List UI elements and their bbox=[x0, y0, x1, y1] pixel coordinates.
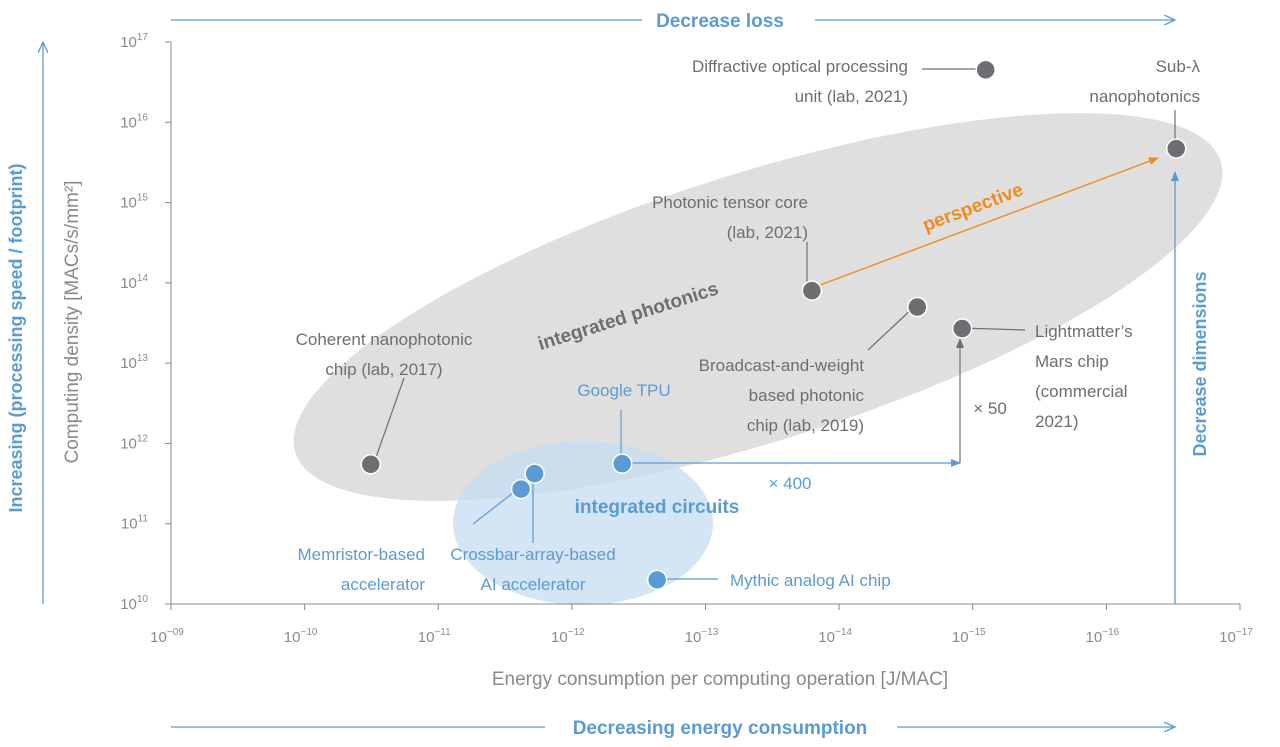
data-point-label: Photonic tensor core (lab, 2021) bbox=[652, 193, 808, 242]
right-arrow-label: Decrease dimensions bbox=[1190, 271, 1210, 456]
region-label-integrated-circuits: integrated circuits bbox=[575, 497, 740, 518]
y-tick-label: 1012 bbox=[120, 433, 148, 452]
x-tick-label: 10−14 bbox=[818, 627, 852, 646]
y-tick-label: 1014 bbox=[120, 273, 148, 292]
x-tick-label: 10−15 bbox=[952, 627, 986, 646]
data-point bbox=[611, 453, 633, 474]
x-tick-label: 10−13 bbox=[685, 627, 719, 646]
data-point-label: Coherent nanophotonic chip (lab, 2017) bbox=[296, 330, 473, 379]
data-point-label: Mythic analog AI chip bbox=[730, 571, 891, 590]
x-tick-label: 10−10 bbox=[284, 627, 318, 646]
factor-400-label: × 400 bbox=[768, 474, 811, 493]
data-point bbox=[907, 296, 928, 318]
y-tick-label: 1013 bbox=[120, 353, 148, 372]
x-axis-title: Energy consumption per computing operati… bbox=[492, 669, 948, 690]
y-tick-label: 1015 bbox=[120, 193, 148, 212]
data-point-label: Memristor-based accelerator bbox=[297, 545, 425, 594]
data-point bbox=[524, 463, 545, 484]
x-tick-label: 10−12 bbox=[551, 627, 585, 646]
y-tick-label: 1010 bbox=[120, 594, 148, 613]
bottom-arrow-label: Decreasing energy consumption bbox=[573, 718, 868, 739]
y-tick-label: 1016 bbox=[120, 112, 148, 131]
x-tick-label: 10−11 bbox=[418, 627, 451, 646]
y-tick-label: 1017 bbox=[120, 32, 148, 51]
data-point-label: Broadcast-and-weight based photonic chip (… bbox=[699, 356, 865, 435]
data-point bbox=[646, 569, 668, 591]
data-point bbox=[1165, 138, 1187, 159]
top-arrow-label: Decrease loss bbox=[656, 11, 784, 32]
data-point bbox=[510, 478, 532, 500]
data-point-label: Lightmatter’s Mars chip (commercial 2021) bbox=[1035, 322, 1133, 431]
perspective-arrow bbox=[806, 157, 1159, 291]
left-arrow-label: Increasing (processing speed / footprint… bbox=[6, 163, 26, 512]
data-point bbox=[951, 318, 973, 339]
data-point-label: Sub-λ nanophotonics bbox=[1089, 57, 1200, 106]
data-point bbox=[801, 280, 823, 301]
data-point bbox=[360, 454, 381, 475]
y-tick-label: 1011 bbox=[121, 514, 149, 533]
x-tick-label: 10−17 bbox=[1219, 627, 1253, 646]
region-integrated-photonics bbox=[293, 113, 1223, 501]
data-point bbox=[975, 59, 996, 81]
x-tick-label: 10−16 bbox=[1086, 627, 1120, 646]
data-point-label: Google TPU bbox=[577, 381, 670, 400]
x-tick-label: 10−09 bbox=[150, 627, 184, 646]
data-point-label: Crossbar-array-based AI accelerator bbox=[450, 545, 615, 594]
factor-50-label: × 50 bbox=[973, 399, 1007, 418]
y-axis-title: Computing density [MACs/s/mm²] bbox=[62, 181, 83, 464]
data-point-label: Diffractive optical processing unit (lab,… bbox=[692, 57, 908, 106]
